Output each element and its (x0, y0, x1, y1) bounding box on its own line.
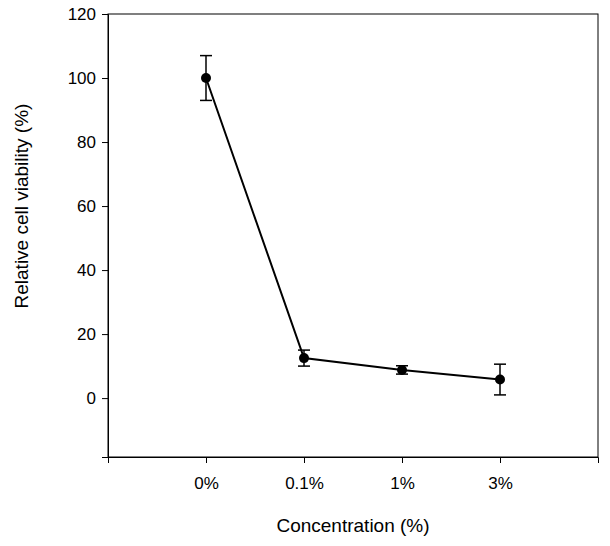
x-tick-mark (500, 457, 501, 463)
y-tick-mark (102, 334, 108, 335)
x-axis: 0% 0.1% 1% 3% (109, 457, 599, 493)
x-tick-label: 3% (488, 474, 513, 493)
data-point (201, 73, 211, 83)
y-axis-line (102, 15, 109, 458)
x-tick-label: 0.1% (285, 474, 324, 493)
error-bar (396, 366, 408, 374)
plot: 0 20 40 60 80 100 120 0% 0.1% 1% 3% (68, 5, 599, 493)
x-tick: 0.1% (285, 457, 324, 493)
x-tick: 0% (194, 457, 219, 493)
y-tick-label: 20 (77, 325, 96, 344)
x-tick-mark (206, 457, 207, 463)
y-tick-label: 0 (87, 389, 96, 408)
y-tick: 20 (77, 325, 108, 344)
y-tick-label: 120 (68, 5, 96, 24)
y-tick-mark (102, 142, 108, 143)
y-tick: 0 (87, 389, 108, 408)
error-bar (298, 350, 310, 366)
error-cap (200, 55, 212, 57)
y-tick-label: 80 (77, 133, 96, 152)
data-line (206, 78, 500, 380)
error-cap (298, 365, 310, 367)
data-layer (200, 56, 506, 395)
y-axis: 0 20 40 60 80 100 120 (68, 5, 109, 458)
x-tick: 1% (390, 457, 415, 493)
y-tick: 60 (77, 197, 108, 216)
error-bar (200, 56, 212, 101)
y-tick-mark (102, 78, 108, 79)
error-cap (298, 349, 310, 351)
y-tick: 80 (77, 133, 108, 152)
y-tick-mark (102, 14, 108, 15)
x-axis-title: Concentration (%) (276, 515, 429, 536)
data-point (495, 375, 505, 385)
x-axis-line (109, 458, 599, 464)
x-tick-label: 0% (194, 474, 219, 493)
y-tick-label: 60 (77, 197, 96, 216)
x-tick: 3% (488, 457, 513, 493)
y-tick-mark (102, 206, 108, 207)
x-tick-label: 1% (390, 474, 415, 493)
y-tick: 120 (68, 5, 108, 24)
error-cap (200, 100, 212, 102)
data-point (299, 353, 309, 363)
y-tick: 100 (68, 69, 108, 88)
y-tick-mark (102, 270, 108, 271)
y-tick: 40 (77, 261, 108, 280)
error-cap (494, 363, 506, 365)
error-cap (494, 394, 506, 396)
y-tick-mark (102, 398, 108, 399)
data-point (397, 365, 407, 375)
y-tick-label: 100 (68, 69, 96, 88)
plot-frame (108, 14, 598, 457)
y-axis-title: Relative cell viability (%) (11, 104, 32, 309)
x-tick-mark (402, 457, 403, 463)
x-tick-mark (304, 457, 305, 463)
y-tick-label: 40 (77, 261, 96, 280)
error-bar (494, 364, 506, 395)
